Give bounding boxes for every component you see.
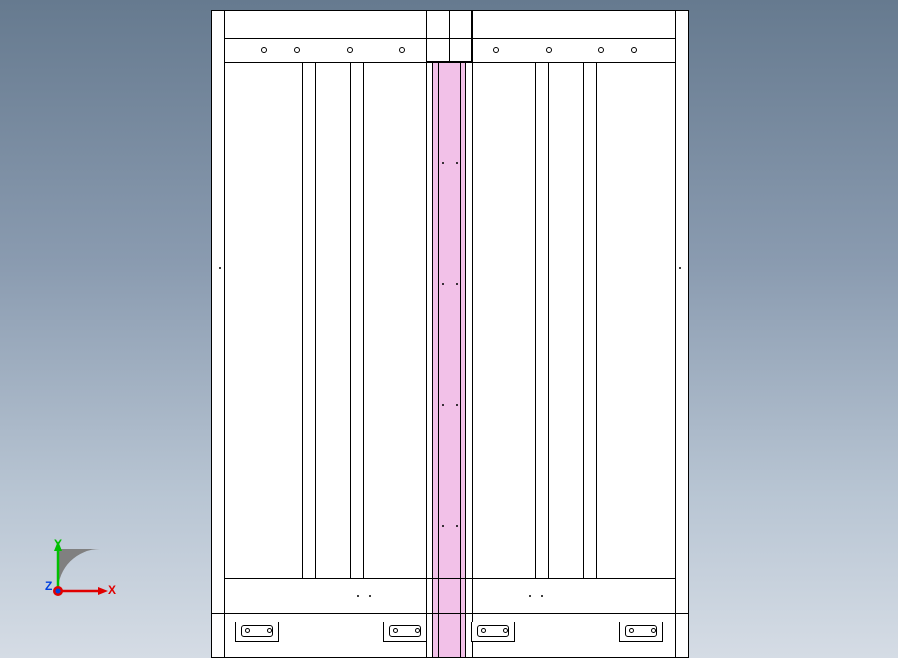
top-center-mid <box>449 10 450 62</box>
z-label: Z <box>45 579 52 593</box>
mid-vline-7 <box>596 62 597 578</box>
cdot-l-3 <box>442 525 444 527</box>
bot-dot-3 <box>541 595 543 597</box>
left-rail-line <box>224 10 225 658</box>
cdot-r-1 <box>456 283 458 285</box>
model-overlay <box>0 0 898 658</box>
cdot-l-1 <box>442 283 444 285</box>
botbar-bot <box>211 613 689 614</box>
cdot-l-0 <box>442 162 444 164</box>
bracket-hole-3-0 <box>629 628 634 633</box>
z-dot <box>56 589 61 594</box>
bracket-hole-0-1 <box>267 628 272 633</box>
side-dot-l <box>219 267 221 269</box>
top-hole-4 <box>493 47 499 53</box>
top-hole-0 <box>261 47 267 53</box>
bracket-hole-3-1 <box>651 628 656 633</box>
center-vline-1 <box>472 10 473 658</box>
top-hole-6 <box>598 47 604 53</box>
right-rail-line <box>675 10 676 658</box>
y-label: Y <box>54 537 62 551</box>
cdot-r-0 <box>456 162 458 164</box>
top-hole-5 <box>546 47 552 53</box>
view-triad[interactable]: Y X Z <box>52 543 112 603</box>
side-dot-r <box>679 267 681 269</box>
cdot-r-2 <box>456 404 458 406</box>
topbar-bot <box>224 62 675 63</box>
triad-corner <box>58 549 100 591</box>
pink-inner-1 <box>460 62 461 658</box>
bot-dot-0 <box>357 595 359 597</box>
mid-vline-1 <box>315 62 316 578</box>
bracket-hole-2-0 <box>481 628 486 633</box>
mid-vline-0 <box>302 62 303 578</box>
mid-vline-2 <box>350 62 351 578</box>
mid-vline-6 <box>583 62 584 578</box>
bot-dot-2 <box>529 595 531 597</box>
botbar-top <box>224 578 675 579</box>
top-hole-1 <box>294 47 300 53</box>
bracket-hole-0-0 <box>245 628 250 633</box>
bracket-hole-1-0 <box>393 628 398 633</box>
bot-dot-1 <box>369 595 371 597</box>
top-hole-3 <box>399 47 405 53</box>
cdot-l-2 <box>442 404 444 406</box>
x-label: X <box>108 583 116 597</box>
mid-vline-5 <box>548 62 549 578</box>
x-arrow <box>98 587 108 595</box>
mid-vline-3 <box>363 62 364 578</box>
mid-vline-4 <box>535 62 536 578</box>
center-vline-0 <box>426 10 427 658</box>
top-hole-7 <box>631 47 637 53</box>
cdot-r-3 <box>456 525 458 527</box>
top-hole-2 <box>347 47 353 53</box>
bracket-hole-1-1 <box>415 628 420 633</box>
cad-viewport[interactable]: Y X Z <box>0 0 898 658</box>
bracket-hole-2-1 <box>503 628 508 633</box>
pink-inner-0 <box>438 62 439 658</box>
